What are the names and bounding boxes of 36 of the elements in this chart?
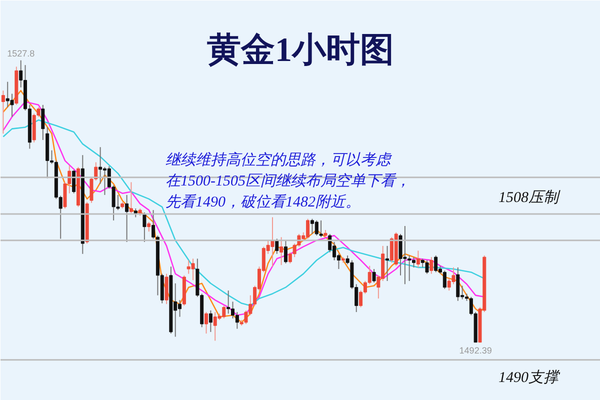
annotation: 1492.39 xyxy=(459,345,492,356)
annotation: 1527.8 xyxy=(7,48,35,58)
annotation: 先看1490，破位看1482附近。 xyxy=(166,194,360,210)
ref-line-label: 1490支撑 xyxy=(498,368,561,386)
candlestick xyxy=(98,146,102,184)
candlestick xyxy=(416,250,420,268)
candlestick xyxy=(452,266,456,285)
annotation: 继续维持高位空的思路，可以考虑 xyxy=(166,152,392,168)
candlestick xyxy=(319,220,323,238)
candlestick xyxy=(129,182,133,214)
candlestick xyxy=(226,290,230,314)
candlestick xyxy=(142,212,146,242)
candlestick xyxy=(430,256,434,274)
candlestick xyxy=(164,273,168,305)
candlestick xyxy=(284,240,288,264)
candlestick xyxy=(147,222,151,232)
candlestick xyxy=(191,258,195,281)
candlestick xyxy=(41,104,45,140)
candlestick xyxy=(204,312,208,334)
candlestick xyxy=(442,270,446,290)
candlestick xyxy=(10,93,14,118)
candlestick xyxy=(72,170,76,194)
candlestick xyxy=(1,90,5,134)
candlestick xyxy=(425,260,429,274)
candlestick xyxy=(386,245,390,282)
candlestick xyxy=(235,312,239,330)
candlestick xyxy=(434,254,438,273)
chart-title: 黄金1小时图 xyxy=(207,32,394,69)
candlestick xyxy=(275,238,279,254)
candlestick xyxy=(456,266,460,302)
annotation: 在1500-1505区间继续布局空单下看， xyxy=(166,172,410,190)
ref-line-label: 1508压制 xyxy=(498,189,561,206)
candlestick xyxy=(208,310,212,332)
candlestick xyxy=(125,194,129,242)
candlestick xyxy=(280,236,284,266)
candlestick xyxy=(372,268,376,284)
